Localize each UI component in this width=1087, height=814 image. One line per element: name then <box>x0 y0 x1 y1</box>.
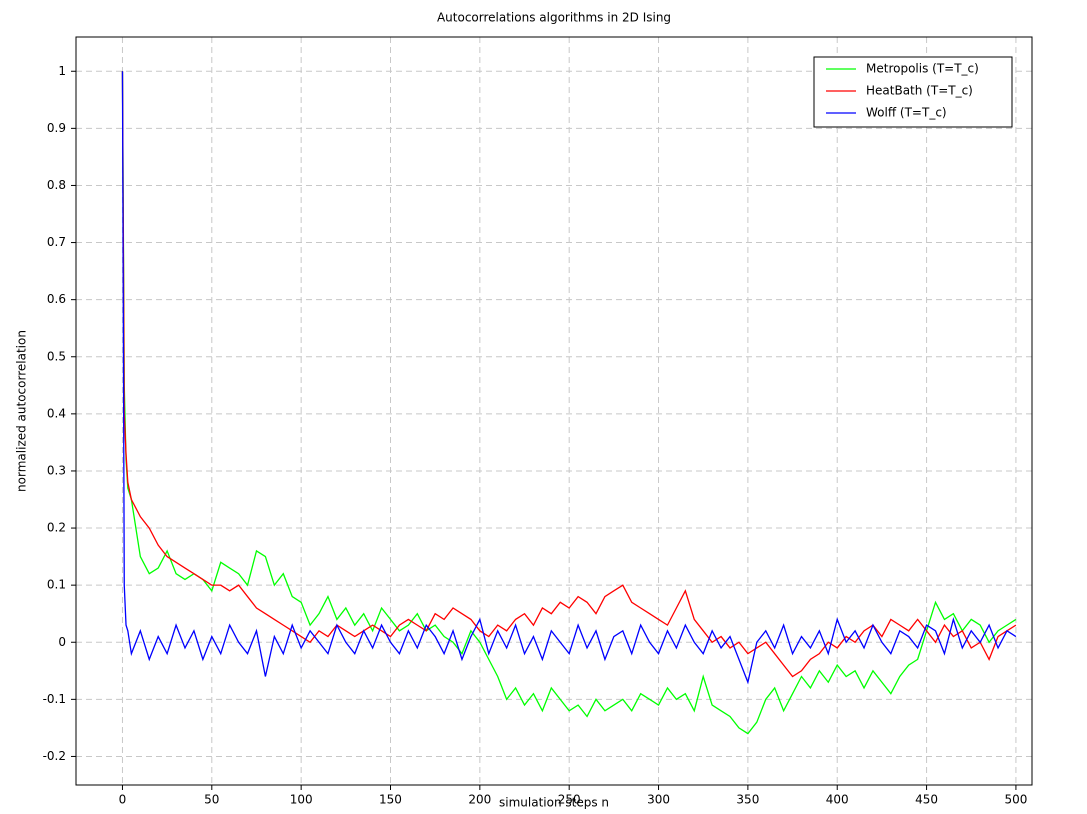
y-tick-label: 0.3 <box>47 463 66 477</box>
y-tick-label: 0 <box>58 635 66 649</box>
y-tick-label: 0.4 <box>47 406 66 420</box>
x-tick-label: 350 <box>736 793 759 807</box>
series-line <box>121 71 1017 735</box>
chart-title: Autocorrelations algorithms in 2D Ising <box>437 11 671 25</box>
x-axis-label: simulation steps n <box>499 796 609 810</box>
y-tick-label: 0.5 <box>47 349 66 363</box>
legend-label: Wolff (T=T_c) <box>866 106 947 120</box>
series-line <box>121 71 1017 678</box>
y-tick-label: 1 <box>58 64 66 78</box>
x-tick-label: 450 <box>915 793 938 807</box>
y-tick-label: 0.9 <box>47 121 66 135</box>
x-tick-label: 250 <box>558 793 581 807</box>
y-tick-label: 0.2 <box>47 521 66 535</box>
x-tick-label: 400 <box>826 793 849 807</box>
x-tick-label: 500 <box>1004 793 1027 807</box>
y-tick-label: 0.6 <box>47 292 66 306</box>
legend-label: Metropolis (T=T_c) <box>866 62 979 76</box>
y-tick-label: -0.1 <box>43 692 66 706</box>
x-tick-label: 100 <box>290 793 313 807</box>
x-tick-label: 0 <box>119 793 127 807</box>
x-tick-label: 200 <box>468 793 491 807</box>
y-tick-label: 0.8 <box>47 178 66 192</box>
y-tick-label: 0.1 <box>47 578 66 592</box>
legend-label: HeatBath (T=T_c) <box>866 84 973 98</box>
plot-frame <box>75 36 1033 786</box>
x-tick-label: 150 <box>379 793 402 807</box>
y-axis-label: normalized autocorrelation <box>15 330 29 492</box>
y-tick-label: 0.7 <box>47 235 66 249</box>
x-tick-label: 50 <box>204 793 219 807</box>
x-tick-label: 300 <box>647 793 670 807</box>
series-line <box>121 71 1017 685</box>
y-tick-label: -0.2 <box>43 749 66 763</box>
